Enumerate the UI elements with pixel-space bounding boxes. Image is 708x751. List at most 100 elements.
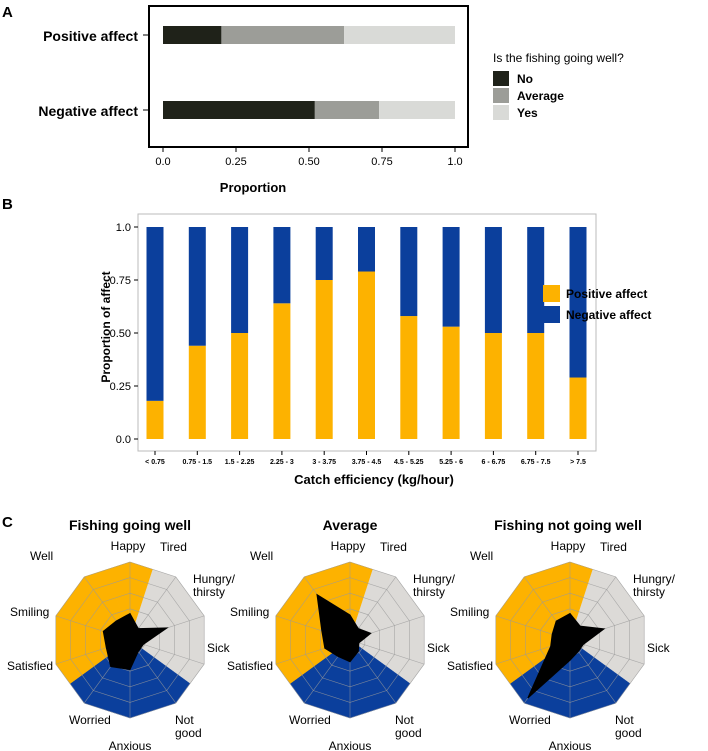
bar-negative-affect-10 [527, 227, 545, 333]
radar-axis-label-not-good: Not good [175, 713, 202, 740]
panel-a-category-label-positive-affect: Positive affect [43, 28, 138, 44]
panel-b-ytick-label: 0.25 [110, 381, 131, 393]
bar-positive-affect-8 [442, 326, 460, 439]
radar-axis-label-satisfied: Satisfied [7, 659, 53, 673]
radar-spoke [349, 639, 425, 665]
radar-axis-label-worried: Worried [69, 713, 111, 727]
radar-axis-label-hungry-thirsty: Hungry/thirsty [633, 572, 676, 599]
panel-a-xlabel: Proportion [220, 180, 286, 195]
panel-b-xlabel: Catch efficiency (kg/hour) [294, 472, 454, 487]
radar-value-fishing-going-well [102, 612, 169, 671]
bar-positive-affect-5 [315, 280, 333, 439]
panel-b-xtick-label: > 7.5 [570, 459, 586, 466]
radar-axis-label-happy: Happy [331, 539, 366, 553]
panel-a-category-label-negative-affect: Negative affect [38, 103, 138, 119]
panel-a-xtick-label: 0.0 [155, 156, 170, 168]
panel-b-xtick-label: < 0.75 [145, 459, 165, 466]
radar-axis-label-well: Well [30, 549, 53, 563]
bar-negative-affect-5 [315, 227, 333, 280]
bar-positive-affect-9 [484, 333, 502, 439]
bar-positive-affect-11 [569, 377, 587, 439]
radar-axis-label-smiling: Smiling [230, 605, 269, 619]
radar-axis-label-tired: Tired [380, 540, 407, 554]
radar-axis-label-well: Well [250, 549, 273, 563]
bar-negative-affect-7 [400, 227, 418, 317]
bar-positive-affect-4 [273, 303, 291, 439]
panel-b-xtick-label: 1.5 - 2.25 [225, 459, 255, 466]
bar-negative-affect-6 [358, 227, 375, 272]
bar-average-negative-affect [314, 101, 380, 119]
radar-value-fishing-not-going-well [527, 612, 606, 699]
panel-b-ytick-label: 0.50 [110, 328, 131, 340]
panel-a-xtick-label: 0.50 [298, 156, 319, 168]
radar-axis-label-anxious: Anxious [549, 739, 592, 751]
bar-negative-affect-3 [231, 227, 249, 333]
panel-b-ytick-label: 0.75 [110, 275, 131, 287]
panel-b-xtick-label: 6 - 6.75 [482, 459, 506, 466]
legend-swatch-no [493, 71, 509, 86]
panel-b-ylabel: Proportion of affect [99, 271, 113, 382]
bar-no-negative-affect [163, 101, 315, 119]
radar-axis-label-not-good: Not good [615, 713, 642, 740]
bar-positive-affect-3 [231, 333, 249, 439]
radar-axis-label-smiling: Smiling [450, 605, 489, 619]
radar-title-fishing-not-going-well: Fishing not going well [494, 517, 642, 533]
panel-b-ytick-label: 0.0 [116, 434, 131, 446]
bar-yes-positive-affect [344, 26, 455, 44]
bar-no-positive-affect [163, 26, 222, 44]
bar-negative-affect-2 [188, 227, 206, 346]
radar-axis-label-smiling: Smiling [10, 605, 49, 619]
legend-label-no: No [517, 72, 533, 86]
panel-b-xtick-label: 6.75 - 7.5 [521, 459, 551, 466]
legend-label-yes: Yes [517, 106, 538, 120]
panel-b-xtick-label: 3 - 3.75 [312, 459, 336, 466]
panel-b-ytick-label: 1.0 [116, 222, 131, 234]
bar-negative-affect-11 [569, 227, 587, 378]
radar-axis-label-happy: Happy [551, 539, 586, 553]
radar-axis-label-satisfied: Satisfied [447, 659, 493, 673]
radar-title-fishing-going-well: Fishing going well [69, 517, 191, 533]
radar-axis-label-hungry-thirsty: Hungry/thirsty [413, 572, 456, 599]
radar-axis-label-hungry-thirsty: Hungry/thirsty [193, 572, 236, 599]
legend-swatch-positive-affect [543, 285, 560, 302]
panel-b-chart: 0.0 0.25 0.50 0.75 1.0 < 0.75 0.75 - 1.5 1.5 - … [110, 213, 651, 466]
panel-b-xtick-label: 4.5 - 5.25 [394, 459, 424, 466]
legend-label-negative-affect: Negative affect [566, 308, 651, 322]
bar-positive-affect-6 [358, 271, 375, 439]
bar-negative-affect-1 [146, 227, 164, 401]
legend-swatch-negative-affect [543, 306, 560, 323]
radar-axis-label-not-good: Not good [395, 713, 422, 740]
legend-swatch-yes [493, 105, 509, 120]
panel-a-xtick-label: 0.25 [225, 156, 246, 168]
radar-axis-label-worried: Worried [289, 713, 331, 727]
radar-axis-label-anxious: Anxious [329, 739, 372, 751]
radar-title-average: Average [323, 517, 378, 533]
panel-a-legend-title: Is the fishing going well? [493, 51, 624, 65]
bar-yes-negative-affect [379, 101, 455, 119]
legend-label-average: Average [517, 89, 564, 103]
radar-axis-label-anxious: Anxious [109, 739, 152, 751]
bar-negative-affect-9 [484, 227, 502, 333]
radar-axis-label-happy: Happy [111, 539, 146, 553]
panel-b-xtick-label: 2.25 - 3 [270, 459, 294, 466]
panel-b-xtick-label: 0.75 - 1.5 [183, 459, 213, 466]
bar-positive-affect-1 [146, 400, 164, 439]
panel-a-label: A [2, 4, 13, 21]
bar-positive-affect-2 [188, 345, 206, 439]
panel-b-label: B [2, 196, 13, 213]
radar-axis-label-sick: Sick [207, 641, 231, 655]
radar-axis-label-tired: Tired [600, 540, 627, 554]
panel-c-chart: Fishing going well Happy Tired Hungry/thirs… [7, 517, 676, 751]
bar-positive-affect-10 [527, 333, 545, 439]
bar-negative-affect-8 [442, 227, 460, 327]
radar-axis-label-satisfied: Satisfied [227, 659, 273, 673]
radar-axis-label-tired: Tired [160, 540, 187, 554]
panel-c-label: C [2, 514, 13, 531]
bar-average-positive-affect [221, 26, 345, 44]
legend-label-positive-affect: Positive affect [566, 287, 647, 301]
panel-b-xtick-label: 3.75 - 4.5 [352, 459, 382, 466]
panel-b-xtick-label: 5.25 - 6 [439, 459, 463, 466]
legend-swatch-average [493, 88, 509, 103]
radar-axis-label-sick: Sick [427, 641, 451, 655]
